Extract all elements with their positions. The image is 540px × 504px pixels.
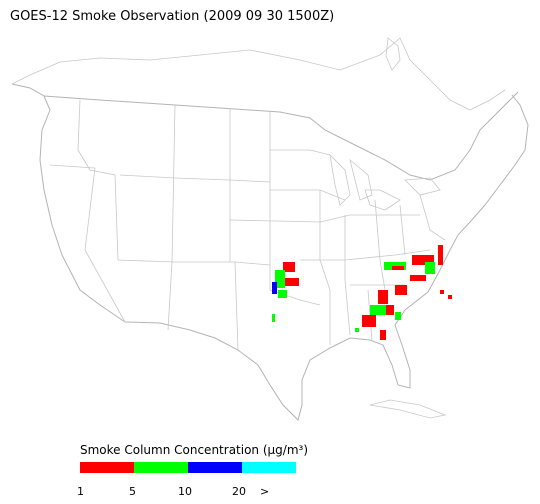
legend-swatch xyxy=(188,462,242,473)
smoke-patch xyxy=(380,330,386,340)
smoke-patch xyxy=(392,266,404,270)
smoke-patch xyxy=(278,290,287,298)
smoke-patch xyxy=(275,270,285,288)
legend-label: 10 xyxy=(178,485,192,498)
smoke-patch xyxy=(283,262,295,272)
map-title: GOES-12 Smoke Observation (2009 09 30 15… xyxy=(10,9,334,24)
smoke-patch xyxy=(285,278,299,286)
smoke-patch xyxy=(425,262,435,274)
legend-swatch xyxy=(80,462,134,473)
smoke-patch xyxy=(378,290,388,304)
smoke-patch xyxy=(386,305,394,315)
smoke-patch xyxy=(438,245,443,265)
smoke-patch xyxy=(272,282,277,294)
base-map xyxy=(11,37,529,421)
smoke-patch xyxy=(362,315,376,327)
legend-label: > xyxy=(260,485,269,498)
smoke-patch xyxy=(412,255,434,265)
smoke-plumes xyxy=(272,245,452,340)
smoke-patch xyxy=(370,305,386,315)
legend-label: 1 xyxy=(77,485,84,498)
smoke-patch xyxy=(395,285,407,295)
legend-swatch xyxy=(242,462,296,473)
legend: 1 5 10 20 > xyxy=(77,462,296,498)
smoke-patch xyxy=(448,295,452,299)
smoke-patch xyxy=(440,290,444,294)
legend-title: Smoke Column Concentration (μg/m³) xyxy=(80,443,308,457)
legend-swatch xyxy=(134,462,188,473)
smoke-patch xyxy=(410,275,426,281)
legend-label: 5 xyxy=(129,485,136,498)
smoke-patch xyxy=(272,314,275,322)
legend-label: 20 xyxy=(232,485,246,498)
smoke-patch xyxy=(355,328,359,332)
smoke-patch xyxy=(395,312,401,320)
